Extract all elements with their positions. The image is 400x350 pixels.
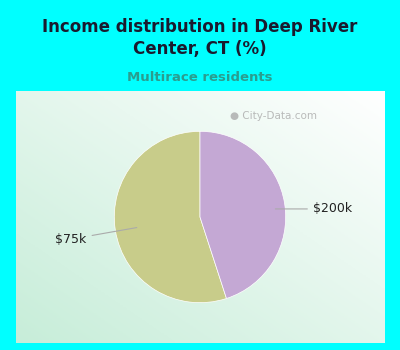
Text: Income distribution in Deep River
Center, CT (%): Income distribution in Deep River Center… (42, 18, 358, 58)
Text: Multirace residents: Multirace residents (127, 71, 273, 84)
Text: $200k: $200k (275, 202, 352, 216)
Wedge shape (114, 131, 226, 303)
Text: ● City-Data.com: ● City-Data.com (230, 111, 317, 121)
Wedge shape (200, 131, 286, 299)
Text: $75k: $75k (55, 228, 137, 246)
